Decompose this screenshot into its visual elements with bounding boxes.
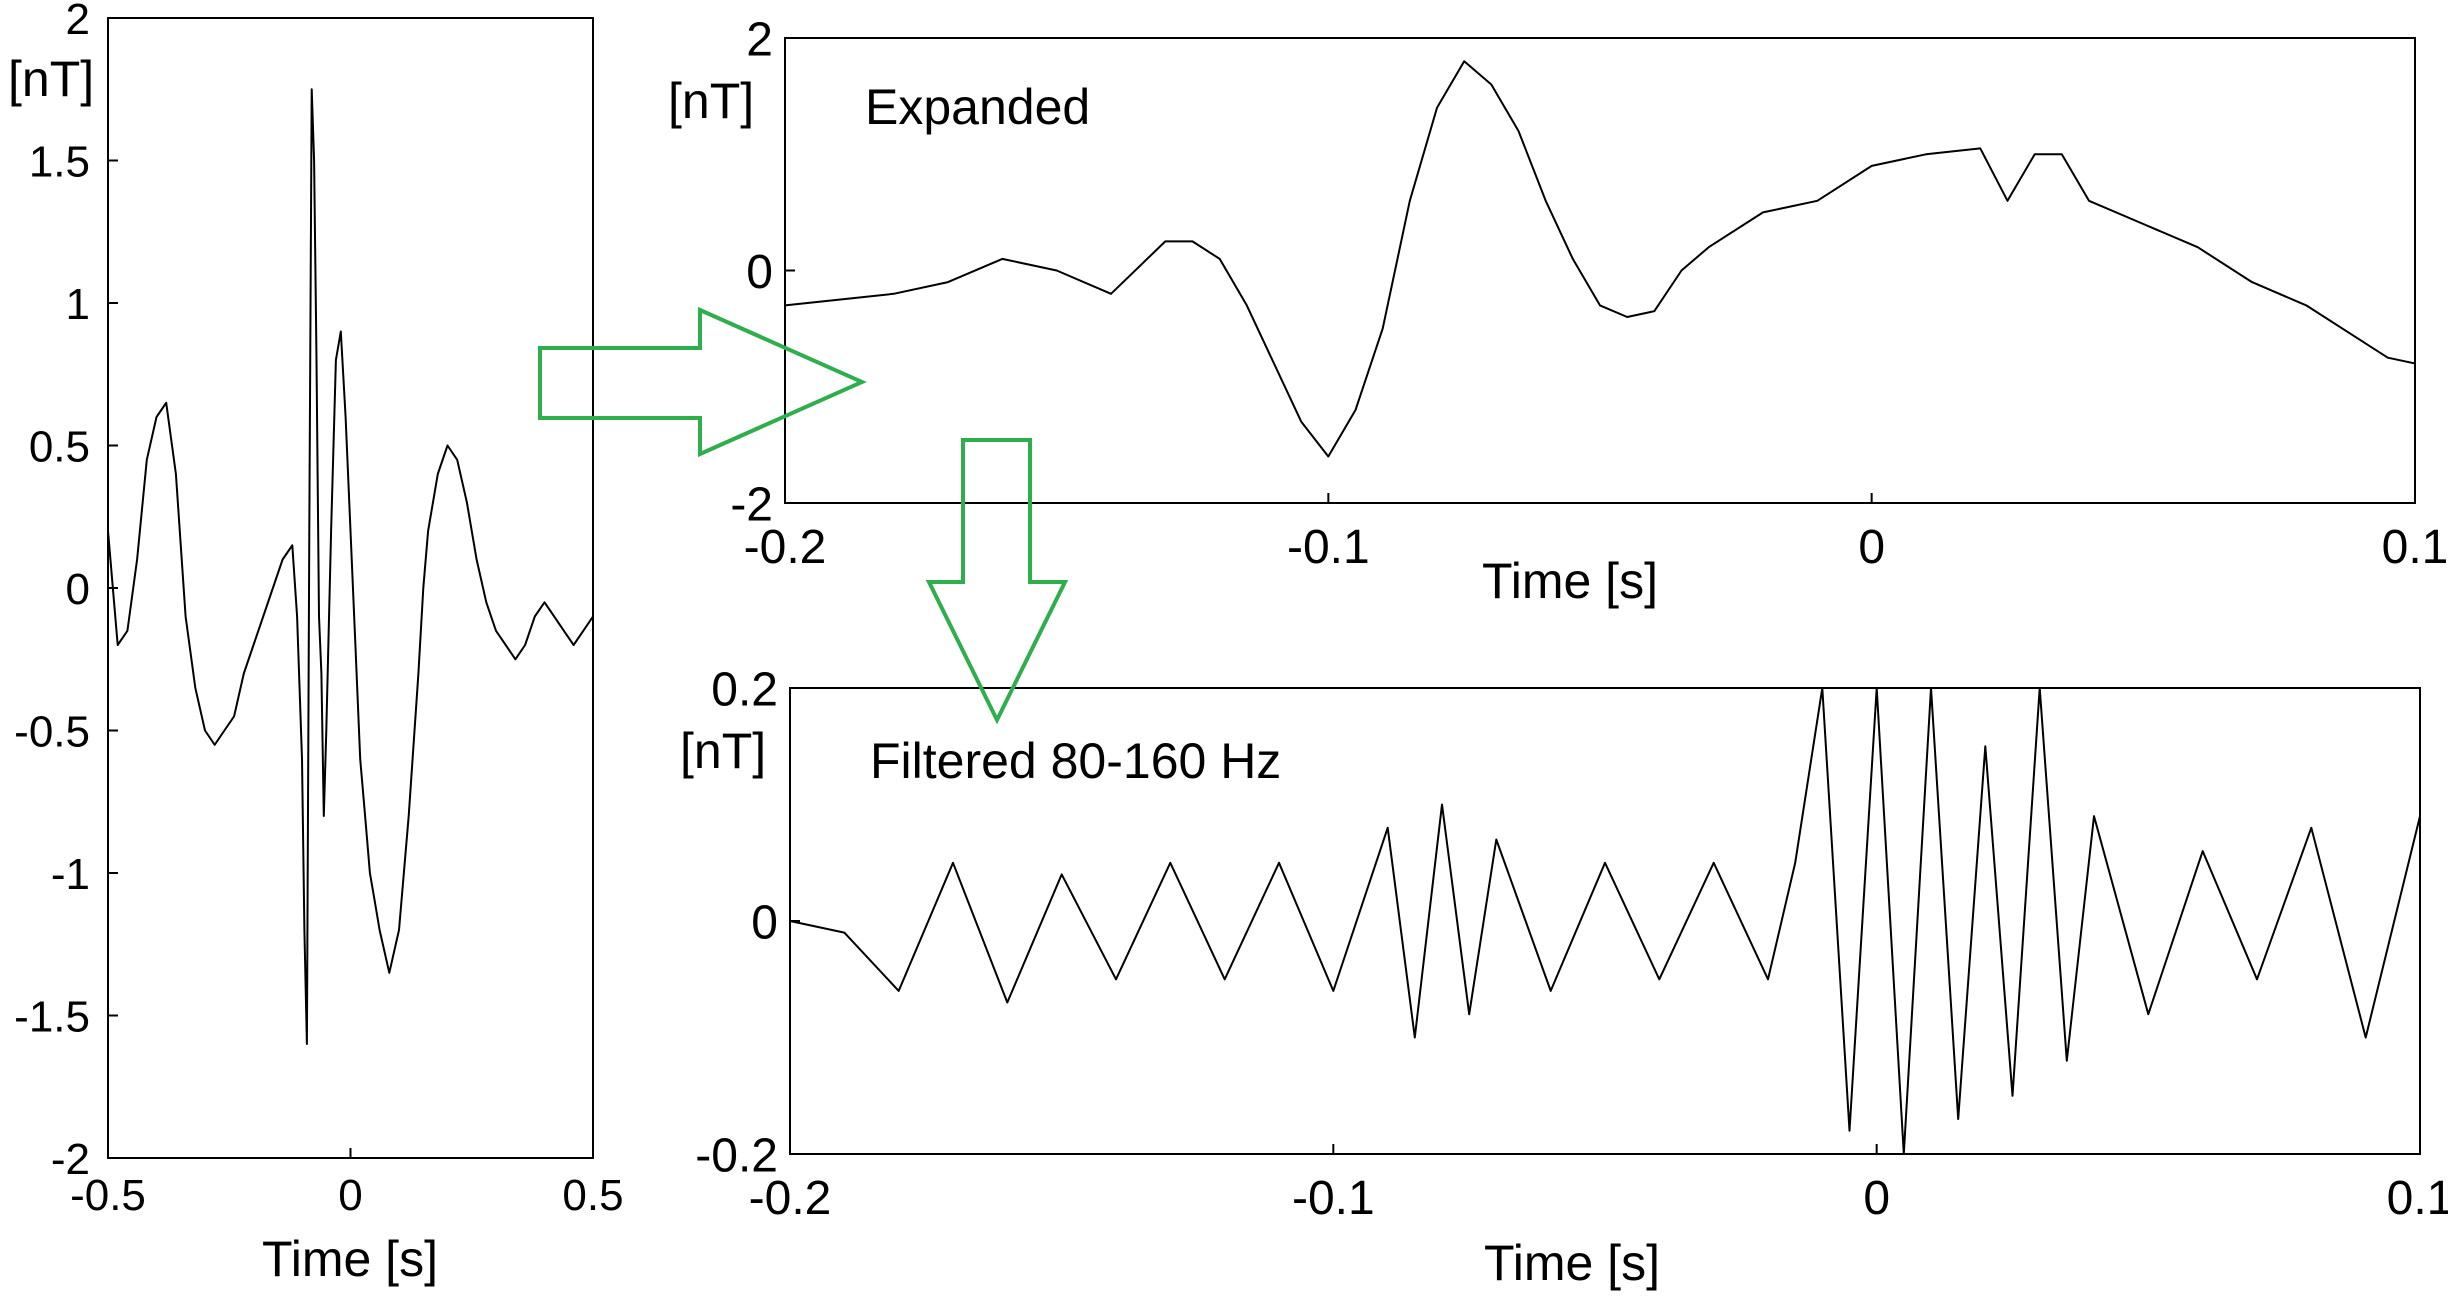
down-arrow-icon [925,438,1069,725]
chart-filtered: -0.2 -0.1 0 0.1 0.2 0 -0.2 [nT] Filtered 80-16… [680,663,2448,1291]
x-tick-label: 0 [1858,521,1885,574]
panel-annotation: Filtered 80-160 Hz [870,733,1281,789]
series-line-group: -0.2 -0.1 0 0.1 0.2 0 -0.2 [695,663,2448,1225]
series-line-0 [784,60,2416,458]
y-tick-label: 2 [746,13,773,66]
series-line-group: -0.2 -0.1 0 0.1 2 0 -2 [730,13,2448,574]
plot-frame [107,17,594,1159]
y-tick-label: 0 [751,896,778,949]
y-tick-label: -0.5 [14,707,90,756]
y-tick-label: 0.2 [711,663,778,716]
y-tick-label: -2 [51,1135,90,1184]
y-tick-label: 0.5 [29,422,90,471]
x-tick-label: -0.5 [70,1171,146,1220]
y-unit-label: [nT] [8,51,94,107]
x-axis-label: Time [s] [262,1231,438,1287]
y-tick-label: -0.2 [695,1129,778,1182]
x-tick-label: -0.2 [749,1172,832,1225]
x-tick-label: -0.1 [1292,1172,1375,1225]
y-tick-label: 1.5 [29,137,90,186]
x-axis-label: Time [s] [1484,1235,1660,1291]
x-tick-label: 0 [1863,1172,1890,1225]
chart-expanded: -0.2 -0.1 0 0.1 2 0 -2 [nT] Expanded Time [s] [668,13,2448,609]
series-line-0 [107,88,594,1045]
y-unit-label: [nT] [680,723,766,779]
y-tick-label: 1 [66,280,90,329]
y-tick-label: 0 [66,565,90,614]
y-tick-label: 0 [746,246,773,299]
x-tick-label: 0 [338,1171,362,1220]
x-tick-label: 0.1 [2382,521,2448,574]
x-tick-label: -0.2 [744,521,827,574]
y-tick-label: 2 [66,0,90,44]
series-line-group: -0.5 0 0.5 2 1.5 1 0.5 0 -0.5 -1 -1.5 -2 [14,0,623,1220]
x-tick-label: 0.5 [562,1171,623,1220]
chart-full-trace: -0.5 0 0.5 2 1.5 1 0.5 0 -0.5 -1 -1.5 -2 [nT] Time … [8,0,624,1287]
y-tick-label: -1 [51,850,90,899]
panel-annotation: Expanded [865,79,1090,135]
x-tick-label: 0.1 [2387,1172,2448,1225]
right-arrow-icon [538,306,867,458]
y-unit-label: [nT] [668,73,754,129]
x-tick-label: -0.1 [1287,521,1370,574]
x-axis-label: Time [s] [1482,553,1658,609]
series-line-0 [789,687,2421,1155]
y-tick-label: -1.5 [14,992,90,1041]
y-tick-label: -2 [730,478,773,531]
